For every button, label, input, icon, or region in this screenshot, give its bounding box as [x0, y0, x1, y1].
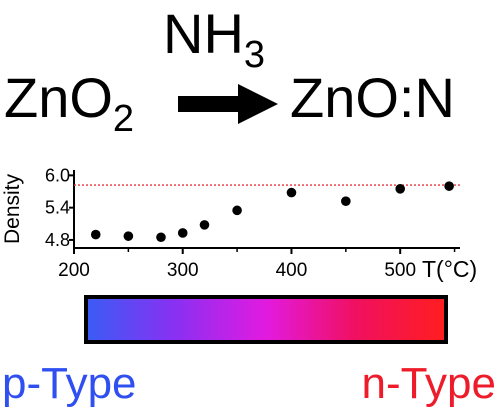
x-axis-label: T(°C) — [422, 256, 477, 282]
p-type-label: p-Type — [2, 359, 137, 408]
reactant-formula: ZnO2 — [4, 70, 135, 140]
y-tick-label: 4.8 — [45, 230, 70, 250]
product-formula: ZnO:N — [290, 66, 455, 129]
reaction-arrow — [178, 84, 278, 124]
data-point — [123, 231, 134, 241]
y-tick-label: 5.4 — [45, 198, 70, 218]
x-tick-label: 500 — [384, 260, 416, 281]
reagent-subscript: 3 — [243, 34, 266, 76]
data-point — [341, 196, 351, 206]
reactant-subscript: 2 — [112, 98, 135, 140]
reactant-main: ZnO — [4, 66, 113, 129]
data-point — [395, 184, 405, 194]
x-tick-label: 200 — [58, 260, 90, 281]
data-point — [286, 187, 297, 198]
data-point — [90, 229, 101, 240]
gradient-bar — [84, 295, 448, 344]
data-point — [232, 205, 242, 216]
n-type-label: n-Type — [361, 359, 496, 408]
x-tick-label: 400 — [276, 260, 308, 281]
x-tick-label: 300 — [167, 260, 199, 281]
data-point — [177, 228, 188, 238]
data-point — [199, 220, 210, 230]
y-tick-label: 6.0 — [45, 165, 70, 185]
reagent-formula: NH3 — [163, 6, 266, 76]
reagent-main: NH — [163, 2, 244, 65]
y-axis-label: Density — [1, 173, 24, 244]
data-point — [156, 232, 166, 243]
data-point — [444, 181, 454, 191]
